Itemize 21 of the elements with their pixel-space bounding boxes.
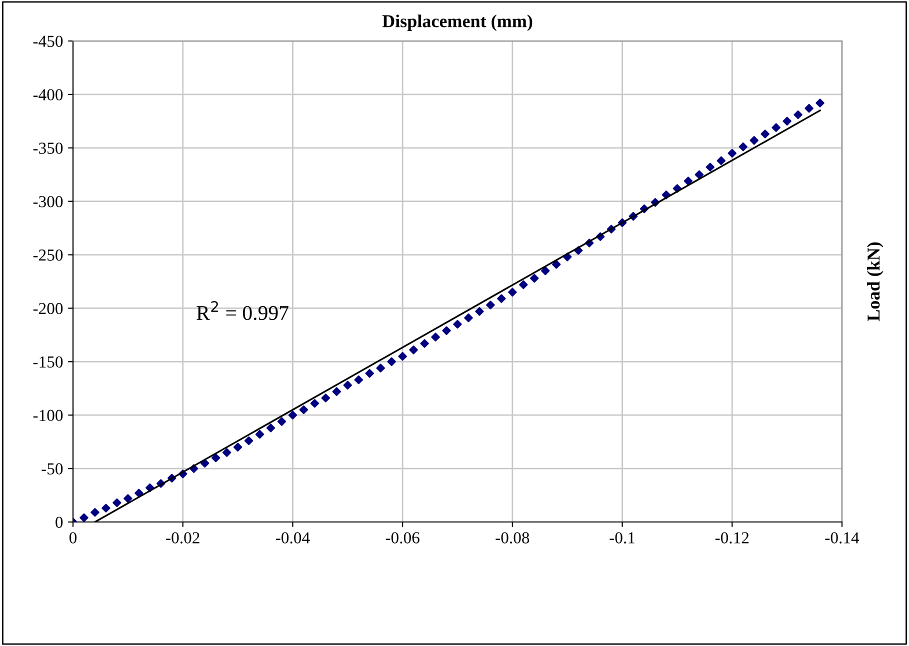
x-tick-label: -0.06 [386, 532, 420, 544]
y-tick-label: -300 [33, 196, 63, 208]
y-axis-title: Load (kN) [867, 242, 884, 322]
annotation: R$^{2}$ = 0.997 [196, 301, 288, 320]
y-tick-label: -100 [33, 410, 63, 422]
y-tick-label: -400 [33, 89, 63, 100]
x-tick-label: -0.1 [610, 532, 634, 544]
y-tick-label: 0 [56, 516, 63, 528]
x-tick-label: 0 [69, 532, 77, 544]
x-tick-label: -0.04 [276, 532, 310, 544]
chart-title: Displacement (mm) [382, 14, 532, 31]
y-tick-label: -150 [33, 356, 63, 368]
y-tick-label: -200 [33, 302, 63, 314]
y-tick-label: -50 [42, 463, 63, 474]
x-tick-label: -0.14 [825, 532, 860, 544]
x-tick-label: -0.12 [715, 532, 749, 544]
x-tick-label: -0.08 [496, 532, 530, 544]
y-tick-label: -350 [33, 142, 63, 154]
y-tick-label: -250 [33, 249, 63, 261]
x-tick-label: -0.02 [166, 532, 200, 544]
y-tick-label: -450 [33, 36, 63, 47]
